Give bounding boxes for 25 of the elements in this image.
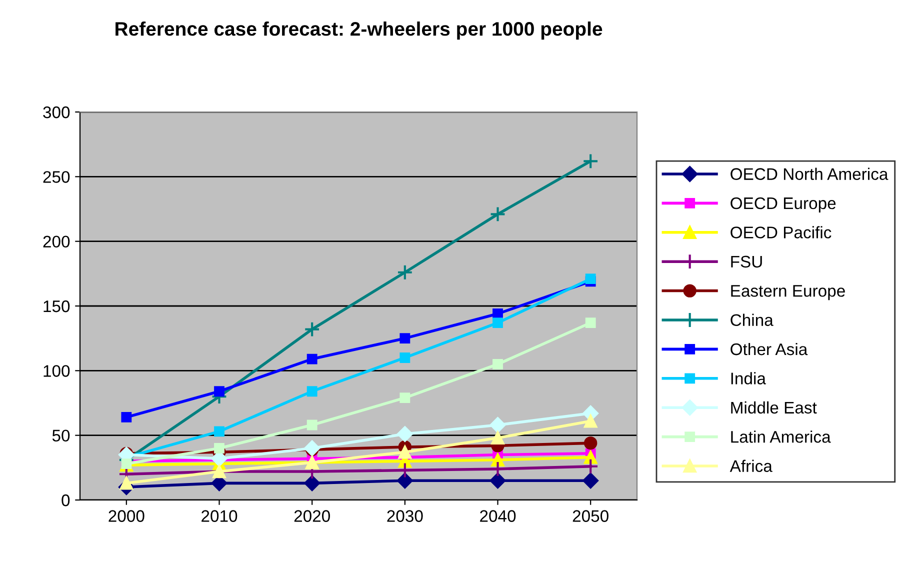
y-tick-label: 50 — [52, 430, 70, 442]
chart-title: Reference case forecast: 2-wheelers per 1000 people — [116, 22, 602, 40]
x-tick-label: 2000 — [108, 510, 144, 522]
x-tick-label: 2030 — [387, 510, 423, 522]
y-tick-label: 150 — [44, 300, 70, 312]
legend-label: Other Asia — [730, 342, 808, 356]
legend-label: OECD Pacific — [730, 226, 832, 238]
legend-label: Eastern Europe — [731, 285, 845, 300]
x-tick-label: 2010 — [202, 510, 238, 522]
x-tick-label: 2040 — [480, 510, 516, 522]
legend-label: India — [731, 372, 766, 384]
legend-label: FSU — [731, 256, 762, 268]
x-tick-label: 2020 — [294, 510, 330, 522]
legend-label: Africa — [730, 460, 772, 472]
y-tick-label: 250 — [43, 171, 70, 183]
y-tick-label: 300 — [43, 106, 70, 118]
y-tick-label: 100 — [44, 365, 70, 377]
legend-label: OECD North America — [730, 168, 888, 180]
y-tick-label: 0 — [62, 494, 70, 506]
x-tick-label: 2050 — [572, 510, 608, 522]
legend-label: Latin America — [731, 430, 831, 443]
legend-label: China — [730, 314, 774, 326]
legend-label: OECD Europe — [730, 197, 836, 212]
y-tick-label: 200 — [43, 236, 70, 248]
legend-label: Middle East — [731, 401, 817, 414]
